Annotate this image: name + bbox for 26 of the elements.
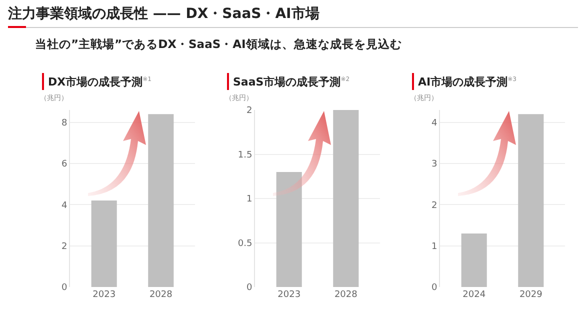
y-tick-label: 4 [61, 200, 68, 211]
text: 当社の”主戦場”であるDX・SaaS・AI領域は、急速な成長を見込む [35, 37, 402, 52]
y-tick-label: 2 [61, 242, 68, 252]
x-tick-label: 2029 [519, 290, 543, 300]
x-tick-label: 2028 [149, 290, 173, 300]
y-tick-label: 8 [61, 118, 68, 128]
y-tick-label: 0 [431, 283, 438, 294]
x-tick-label: 2023 [92, 290, 116, 300]
y-tick-label: 2 [431, 200, 438, 211]
x-tick-label: 2024 [462, 290, 486, 300]
chart-title: SaaS市場の成長予測$^{※2}$ [227, 73, 350, 90]
y-tick-label: 1.5 [238, 150, 252, 160]
chart-title: DX市場の成長予測$^{※1}$ [42, 73, 152, 90]
y-tick-label: 0 [246, 283, 252, 294]
x-tick-label: 2028 [334, 290, 358, 300]
y-tick-label: 1 [431, 242, 438, 252]
y-tick-label: 4 [431, 118, 438, 128]
y-tick-label: 2 [246, 106, 252, 116]
y-tick-label: 3 [431, 160, 438, 170]
y-tick-label: 1 [246, 194, 252, 205]
y-tick-label: 6 [61, 160, 68, 170]
text: 注力事業領域の成長性 —— DX・SaaS・AI市場 [8, 5, 320, 23]
x-tick-label: 2023 [278, 290, 301, 300]
y-tick-label: 0 [61, 283, 68, 294]
chart-title: AI市場の成長予測$^{※3}$ [412, 73, 516, 90]
y-tick-label: 0.5 [238, 238, 252, 249]
